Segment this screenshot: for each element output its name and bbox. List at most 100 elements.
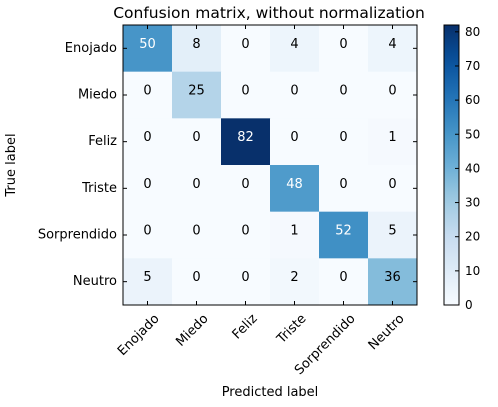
heatmap-cell xyxy=(319,71,369,119)
cell-value-label: 0 xyxy=(388,84,396,99)
cell-value-label: 1 xyxy=(388,130,396,145)
heatmap-cell xyxy=(221,25,271,73)
heatmap-cell xyxy=(319,25,369,73)
cell-value-label: 4 xyxy=(388,37,396,52)
cell-value-label: 0 xyxy=(241,37,249,52)
cell-value-label: 0 xyxy=(290,84,298,99)
colorbar-ticks: 0 10 20 30 40 50 60 70 80 xyxy=(455,25,480,312)
cell-value-label: 0 xyxy=(143,84,151,99)
heatmap-cells xyxy=(123,25,418,306)
cell-value-label: 0 xyxy=(192,130,200,145)
heatmap-cell xyxy=(221,71,271,119)
heatmap-cell xyxy=(270,258,320,306)
cell-value-label: 0 xyxy=(143,177,151,192)
heatmap-cell xyxy=(123,71,173,119)
heatmap-cell xyxy=(270,118,320,166)
cell-value-label: 0 xyxy=(241,84,249,99)
heatmap-cell xyxy=(123,118,173,166)
heatmap-cell xyxy=(221,118,271,166)
cell-value-label: 5 xyxy=(143,270,151,285)
cell-value-label: 0 xyxy=(241,270,249,285)
heatmap-cell xyxy=(319,211,369,259)
cell-value-label: 0 xyxy=(192,177,200,192)
y-tick-label: Triste xyxy=(81,181,117,196)
cell-value-label: 5 xyxy=(388,224,396,239)
x-tick-label: Triste xyxy=(274,311,310,347)
y-tick-label: Enojado xyxy=(65,41,117,56)
y-tick-label: Feliz xyxy=(88,134,117,149)
cell-value-label: 0 xyxy=(241,177,249,192)
colorbar-tick-label: 60 xyxy=(465,93,480,107)
colorbar-tick-label: 50 xyxy=(465,127,480,141)
heatmap-cell xyxy=(270,211,320,259)
heatmap-cell xyxy=(368,258,418,306)
colorbar-tick-label: 20 xyxy=(465,230,480,244)
cell-value-label: 8 xyxy=(192,37,200,52)
heatmap-cell xyxy=(270,165,320,213)
cell-value-label: 0 xyxy=(339,177,347,192)
heatmap-cell xyxy=(221,211,271,259)
heatmap-cell xyxy=(368,71,418,119)
cell-value-label: 0 xyxy=(339,270,347,285)
y-tick-labels: Enojado Miedo Feliz Triste Sorprendido Neutro xyxy=(38,41,417,289)
cell-value-label: 0 xyxy=(143,130,151,145)
heatmap-cell xyxy=(172,165,222,213)
heatmap-cell xyxy=(270,25,320,73)
x-tick-label: Enojado xyxy=(115,311,163,359)
heatmap-cell xyxy=(172,71,222,119)
plot-frame xyxy=(122,24,418,306)
x-tick-label: Miedo xyxy=(173,311,211,349)
cell-value-label: 25 xyxy=(188,84,205,99)
cell-value-label: 2 xyxy=(290,270,298,285)
cell-value-label: 0 xyxy=(388,177,396,192)
cell-value-label: 0 xyxy=(192,224,200,239)
cell-value-label: 36 xyxy=(384,270,401,285)
cell-value-labels: 50 8 0 4 0 40 25 0 0 0 00 0 82 0 0 10 0 0 48 0 00 0 0 1 52 55 0 0 2 0… xyxy=(139,37,401,285)
cell-value-label: 82 xyxy=(237,130,254,145)
heatmap-cell xyxy=(221,165,271,213)
cell-value-label: 48 xyxy=(286,177,303,192)
heatmap-cell xyxy=(172,25,222,73)
colorbar-tick-label: 40 xyxy=(465,161,480,175)
y-tick-label: Sorprendido xyxy=(38,228,117,243)
chart-title: Confusion matrix, without normalization xyxy=(113,4,425,22)
y-tick-label: Miedo xyxy=(78,88,117,103)
colorbar-tick-label: 80 xyxy=(465,25,480,39)
cell-value-label: 4 xyxy=(290,37,298,52)
heatmap-cell xyxy=(368,211,418,259)
colorbar-tick-label: 0 xyxy=(465,298,473,312)
y-tick-label: Neutro xyxy=(73,274,117,289)
heatmap-cell xyxy=(172,118,222,166)
colorbar-tick-label: 10 xyxy=(465,264,480,278)
colorbar-tick-label: 70 xyxy=(465,59,480,73)
heatmap-cell xyxy=(270,71,320,119)
cell-value-label: 0 xyxy=(241,224,249,239)
heatmap-cell xyxy=(368,118,418,166)
heatmap-cell xyxy=(123,211,173,259)
colorbar xyxy=(443,24,460,306)
cell-value-label: 0 xyxy=(339,84,347,99)
cell-value-label: 0 xyxy=(339,130,347,145)
cell-value-label: 0 xyxy=(143,224,151,239)
colorbar-tick-label: 30 xyxy=(465,196,480,210)
x-axis-label: Predicted label xyxy=(222,385,319,400)
heatmap-cell xyxy=(123,25,173,73)
cell-value-label: 1 xyxy=(290,224,298,239)
heatmap-cell xyxy=(319,258,369,306)
heatmap-cell xyxy=(172,258,222,306)
cell-value-label: 0 xyxy=(192,270,200,285)
heatmap-cell xyxy=(123,165,173,213)
heatmap-cell xyxy=(319,165,369,213)
y-axis-label: True label xyxy=(4,133,19,197)
heatmap-cell xyxy=(368,165,418,213)
cell-value-label: 0 xyxy=(290,130,298,145)
cell-value-label: 0 xyxy=(339,37,347,52)
heatmap-cell xyxy=(368,25,418,73)
heatmap-cell xyxy=(123,258,173,306)
heatmap-cell xyxy=(319,118,369,166)
x-tick-label: Neutro xyxy=(366,311,408,353)
cell-value-label: 50 xyxy=(139,37,156,52)
x-tick-label: Feliz xyxy=(230,311,261,342)
